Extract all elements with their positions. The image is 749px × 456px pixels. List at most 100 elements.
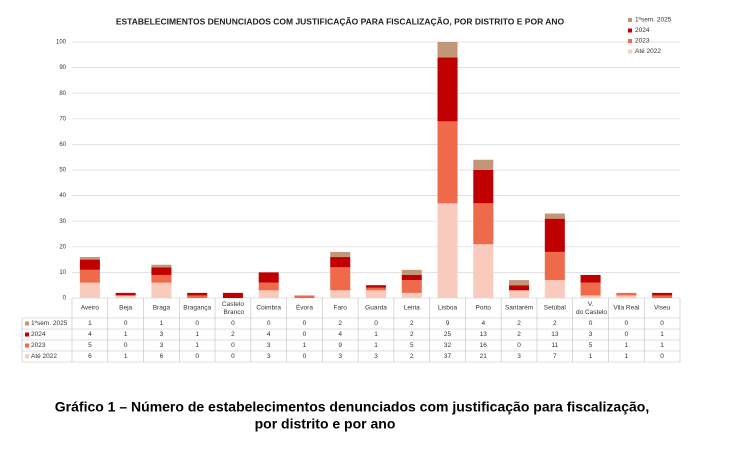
table-value: 1 [374, 331, 378, 338]
table-value: 1 [625, 342, 629, 349]
bar-segment [79, 269, 100, 283]
table-row-label: 1ºsem. 2025 [31, 320, 68, 327]
bar-segment [509, 280, 530, 286]
legend-label: 2023 [635, 38, 650, 45]
bar-segment [258, 290, 279, 298]
legend-swatch [628, 28, 632, 33]
bar-segment [473, 170, 494, 204]
y-tick-label: 0 [63, 296, 67, 302]
bar-segment [580, 295, 601, 298]
x-tick-label: Leiria [404, 305, 420, 312]
table-value: 0 [195, 320, 199, 327]
table-value: 1 [303, 342, 307, 349]
table-value: 1 [88, 320, 92, 327]
bar-segment [401, 280, 422, 293]
table-value: 0 [303, 331, 307, 338]
x-tick-label: Setúbal [544, 305, 567, 312]
x-tick-label: Coimbra [256, 305, 281, 312]
y-tick-label: 60 [59, 142, 66, 148]
bar-segment [616, 295, 637, 298]
bar-segment [365, 287, 387, 291]
y-tick-label: 90 [59, 65, 66, 71]
table-value: 1 [160, 320, 164, 327]
table-value: 0 [660, 353, 664, 360]
table-value: 9 [338, 342, 342, 349]
bar-segment [79, 259, 100, 270]
table-value: 1 [660, 331, 664, 338]
bar-segment [473, 244, 494, 298]
bar-segment [330, 251, 351, 258]
bar-segment [151, 264, 172, 268]
bar-segment [544, 213, 565, 219]
x-tick-label: Évora [296, 303, 313, 312]
bars [79, 42, 673, 298]
table-value: 3 [160, 342, 164, 349]
bar-segment [401, 269, 422, 275]
chart-title: ESTABELECIMENTOS DENUNCIADOS COM JUSTIFI… [116, 16, 565, 26]
table-value: 4 [338, 331, 342, 338]
legend-swatch [628, 39, 632, 43]
table-value: 0 [660, 320, 664, 327]
bar-segment [79, 257, 100, 260]
bar-segment [258, 282, 279, 291]
bar-segment [294, 295, 315, 298]
table-value: 11 [551, 342, 558, 349]
table-value: 4 [88, 331, 92, 338]
table-value: 3 [589, 331, 593, 338]
table-value: 2 [410, 320, 414, 327]
table-value: 1 [589, 353, 593, 360]
x-tick-label: Aveiro [81, 305, 100, 312]
bar-segment [401, 292, 422, 298]
caption: Gráfico 1 – Número de estabelecimentos d… [55, 399, 649, 415]
table-value: 4 [267, 331, 271, 338]
x-tick-label: Guarda [365, 305, 387, 312]
bar-segment [652, 292, 673, 296]
bar-segment [544, 251, 565, 281]
x-tick-label: Beja [119, 305, 132, 312]
table-value: 0 [231, 320, 235, 327]
table-value: 3 [160, 331, 164, 338]
table-value: 0 [303, 320, 307, 327]
x-tick-label: Santarém [505, 305, 533, 312]
bar-segment [151, 282, 172, 298]
x-tick-label: Lisboa [438, 305, 458, 312]
legend-label: 1ºsem. 2025 [635, 17, 672, 24]
table-value: 2 [338, 320, 342, 327]
table-value: 2 [410, 331, 414, 338]
table-row-label: 2023 [31, 342, 46, 349]
table-value: 1 [124, 331, 128, 338]
table-value: 0 [625, 331, 629, 338]
bar-segment [115, 292, 136, 296]
bar-segment [222, 292, 243, 298]
x-tick-label: Viseu [654, 305, 671, 312]
bar-segment [652, 295, 673, 298]
table-value: 25 [444, 331, 452, 338]
bar-segment [509, 285, 530, 291]
bar-segment [365, 290, 387, 298]
table-value: 0 [267, 320, 271, 327]
table-value: 21 [480, 353, 488, 360]
table-value: 2 [231, 331, 235, 338]
legend-label: Até 2022 [635, 48, 661, 55]
table-value: 1 [625, 353, 629, 360]
table-value: 0 [195, 353, 199, 360]
bar-segment [151, 274, 172, 283]
table-value: 0 [625, 320, 629, 327]
table-value: 0 [303, 353, 307, 360]
bar-segment [401, 274, 422, 281]
caption: por distrito e por ano [255, 416, 396, 432]
bar-segment [544, 280, 565, 298]
table-value: 2 [517, 331, 521, 338]
legend-swatch [25, 354, 29, 359]
table-value: 3 [374, 353, 378, 360]
table-value: 1 [195, 331, 199, 338]
table-value: 0 [124, 320, 128, 327]
bar-segment [258, 272, 279, 283]
x-tick-label: Bragança [183, 305, 211, 312]
table-value: 1 [660, 342, 664, 349]
legend-swatch [25, 332, 29, 337]
y-tick-label: 30 [59, 219, 66, 225]
y-tick-label: 70 [59, 116, 66, 122]
bar-segment [437, 203, 458, 298]
